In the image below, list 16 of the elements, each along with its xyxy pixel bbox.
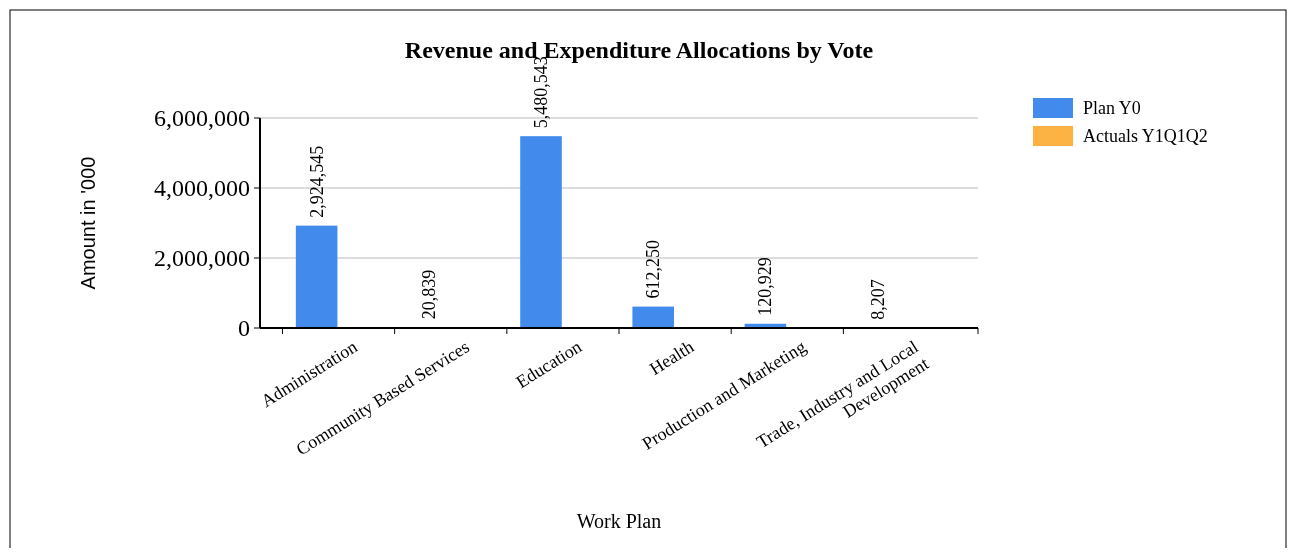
y-tick-label: 0 bbox=[238, 315, 250, 342]
data-label: 612,250 bbox=[643, 240, 664, 299]
data-label: 120,929 bbox=[755, 257, 776, 316]
y-tick-label: 4,000,000 bbox=[154, 175, 250, 202]
y-tick-label: 6,000,000 bbox=[154, 105, 250, 132]
data-label: 2,924,545 bbox=[306, 145, 327, 218]
data-label: 8,207 bbox=[867, 279, 888, 320]
legend-label: Actuals Y1Q1Q2 bbox=[1083, 126, 1208, 147]
x-axis-title: Work Plan bbox=[576, 510, 662, 532]
y-tick-label: 2,000,000 bbox=[154, 245, 250, 272]
bar bbox=[295, 225, 338, 328]
bar bbox=[520, 136, 562, 328]
data-label: 20,839 bbox=[418, 269, 439, 320]
y-axis-title: Amount in '000 bbox=[77, 156, 99, 290]
bar bbox=[632, 306, 674, 328]
legend-label: Plan Y0 bbox=[1083, 98, 1141, 119]
